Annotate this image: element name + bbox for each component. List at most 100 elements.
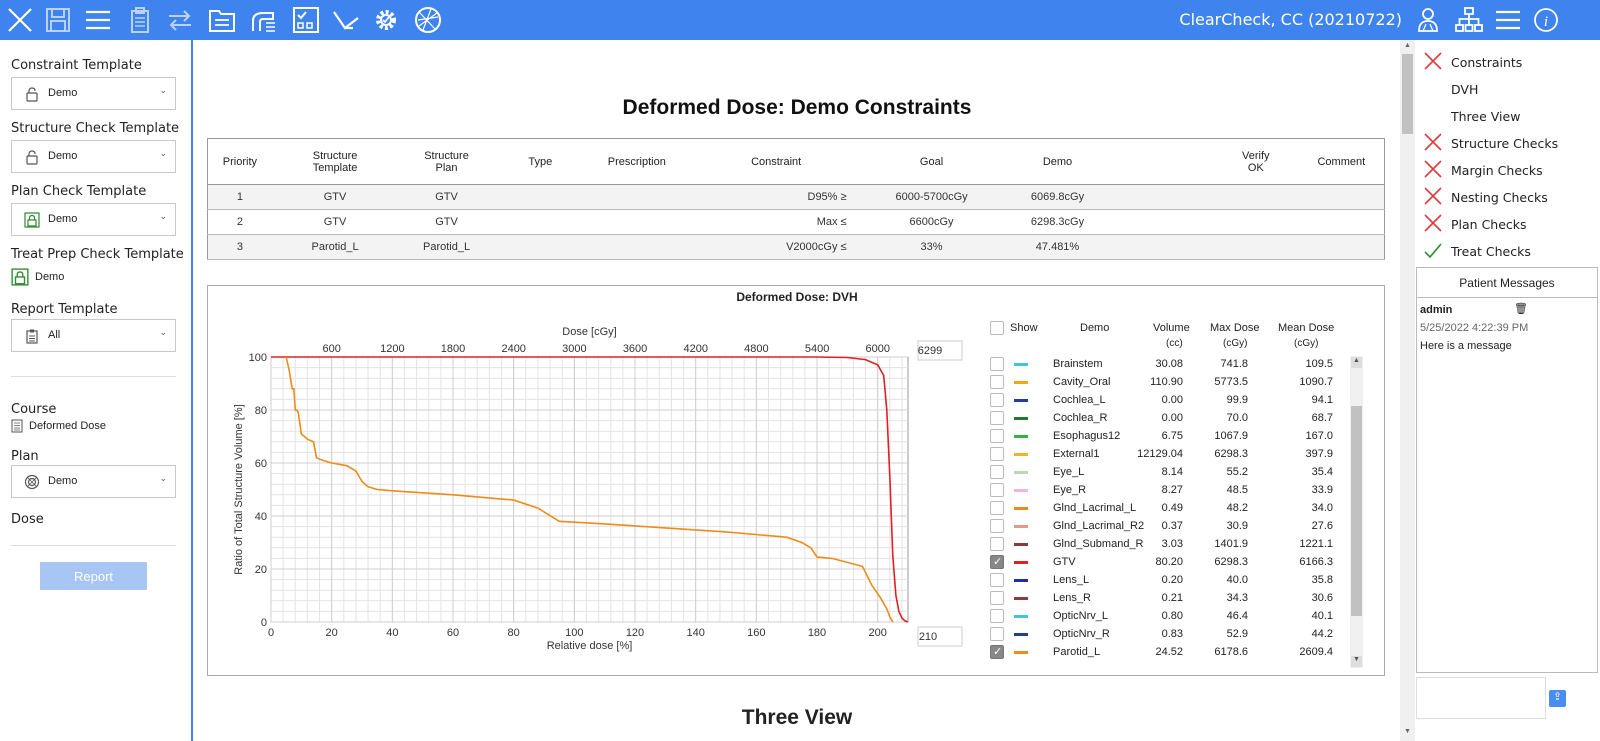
table-row[interactable]: 3 Parotid_L Parotid_L V2000cGy ≤ 33% 47.… (207, 234, 1385, 260)
cell-comment[interactable] (1298, 234, 1385, 260)
x2-tick-label: 1200 (380, 343, 404, 355)
legend-scrollbar[interactable]: ▲ ▼ (1350, 356, 1363, 668)
menu-icon[interactable] (80, 2, 116, 38)
x2-tick-label: 1800 (441, 343, 465, 355)
structure-checkbox[interactable] (990, 537, 1004, 551)
structure-checkbox[interactable] (990, 411, 1004, 425)
hierarchy-icon[interactable] (1451, 2, 1487, 38)
nav-item-treat-checks[interactable]: Treat Checks (1415, 239, 1600, 263)
legend-row[interactable]: Glnd_Lacrimal_R2 0.37 30.9 27.6 (988, 518, 1348, 536)
structure-checkbox[interactable] (990, 555, 1004, 569)
structure-checkbox[interactable] (990, 573, 1004, 587)
y-tick-label: 0 (261, 617, 267, 629)
save-icon[interactable] (40, 2, 76, 38)
legend-row[interactable]: Cochlea_L 0.00 99.9 94.1 (988, 392, 1348, 410)
legend-row[interactable]: Glnd_Lacrimal_L 0.49 48.2 34.0 (988, 500, 1348, 518)
constraint-template-select[interactable]: Demo ⌄ (11, 77, 176, 110)
message-input[interactable] (1416, 677, 1546, 719)
course-value-row: Deformed Dose (11, 419, 106, 433)
clipboard-icon[interactable] (122, 2, 158, 38)
scroll-down-icon[interactable]: ▼ (1404, 728, 1411, 735)
scroll-thumb[interactable] (1351, 406, 1362, 616)
structure-checkbox[interactable] (990, 501, 1004, 515)
structure-checkbox[interactable] (990, 483, 1004, 497)
cell-comment[interactable] (1298, 209, 1385, 235)
legend-row[interactable]: Eye_L 8.14 55.2 35.4 (988, 464, 1348, 482)
legend-row[interactable]: Esophagus12 6.75 1067.9 167.0 (988, 428, 1348, 446)
y-tick-label: 20 (255, 564, 267, 576)
legend-mean-unit: (cGy) (1294, 338, 1319, 349)
legend-row[interactable]: Cavity_Oral 110.90 5773.5 1090.7 (988, 374, 1348, 392)
table-row[interactable]: 1 GTV GTV D95% ≥ 6000-5700cGy 6069.8cGy (207, 184, 1385, 210)
structure-checkbox[interactable] (990, 393, 1004, 407)
info-icon[interactable]: i (1528, 2, 1564, 38)
structure-mean-dose: 35.8 (1311, 574, 1333, 586)
scroll-up-icon[interactable]: ▲ (1351, 357, 1362, 368)
trash-icon[interactable]: 🗑 (1514, 303, 1528, 315)
structure-checkbox[interactable] (990, 645, 1004, 659)
structure-checkbox[interactable] (990, 375, 1004, 389)
structure-checkbox[interactable] (990, 447, 1004, 461)
plan-check-template-select[interactable]: Demo ⌄ (11, 203, 176, 236)
nav-item-constraints[interactable]: Constraints (1415, 50, 1600, 74)
structure-checkbox[interactable] (990, 627, 1004, 641)
legend-row[interactable]: OpticNrv_L 0.80 46.4 40.1 (988, 608, 1348, 626)
structure-checkbox[interactable] (990, 357, 1004, 371)
legend-row[interactable]: Lens_R 0.21 34.3 30.6 (988, 590, 1348, 608)
nav-item-three-view[interactable]: Three View (1415, 104, 1600, 128)
legend-row[interactable]: Parotid_L 24.52 6178.6 2609.4 (988, 644, 1348, 662)
folder-icon[interactable] (204, 2, 240, 38)
nav-item-plan-checks[interactable]: Plan Checks (1415, 212, 1600, 236)
pc-icon[interactable] (246, 2, 282, 38)
main-scrollbar[interactable]: ▲ ▼ (1400, 40, 1415, 741)
users-icon[interactable] (1410, 2, 1446, 38)
nav-item-margin-checks[interactable]: Margin Checks (1415, 158, 1600, 182)
scroll-down-icon[interactable]: ▼ (1351, 656, 1362, 667)
structure-checkbox[interactable] (990, 609, 1004, 623)
cell-verify[interactable] (1212, 234, 1299, 260)
course-label: Course (11, 402, 57, 417)
nav-item-dvh[interactable]: DVH (1415, 77, 1600, 101)
nav-item-structure-checks[interactable]: Structure Checks (1415, 131, 1600, 155)
structure-volume: 8.14 (1161, 466, 1183, 478)
cell-verify[interactable] (1212, 184, 1299, 210)
show-all-checkbox[interactable] (990, 321, 1004, 335)
branch-icon[interactable] (328, 2, 364, 38)
structure-volume: 80.20 (1155, 556, 1183, 568)
dvh-chart[interactable]: 0 20 40 60 80 100 120 140 160 180 200 0 20 40 60 80 100 6… (208, 286, 978, 676)
checklist-icon[interactable] (288, 2, 324, 38)
dvh-legend: Show Demo Volume (cc) Max Dose (cGy) Mea… (988, 318, 1368, 668)
report-button[interactable]: Report (40, 562, 147, 590)
legend-row[interactable]: GTV 80.20 6298.3 6166.3 (988, 554, 1348, 572)
legend-row[interactable]: Glnd_Submand_R 3.03 1401.9 1221.1 (988, 536, 1348, 554)
cell-comment[interactable] (1298, 184, 1385, 210)
legend-row[interactable]: Eye_R 8.27 48.5 33.9 (988, 482, 1348, 500)
table-row[interactable]: 2 GTV GTV Max ≤ 6600cGy 6298.3cGy (207, 209, 1385, 235)
legend-row[interactable]: Lens_L 0.20 40.0 35.8 (988, 572, 1348, 590)
swap-icon[interactable] (162, 2, 198, 38)
menu-icon[interactable] (1490, 2, 1526, 38)
nav-item-nesting-checks[interactable]: Nesting Checks (1415, 185, 1600, 209)
scroll-up-icon[interactable]: ▲ (1404, 42, 1411, 49)
cell-verify[interactable] (1212, 209, 1299, 235)
structure-checkbox[interactable] (990, 429, 1004, 443)
planner-icon[interactable] (410, 2, 446, 38)
structure-name: Parotid_L (1053, 646, 1101, 658)
legend-row[interactable]: Cochlea_R 0.00 70.0 68.7 (988, 410, 1348, 428)
structure-check-template-select[interactable]: Demo ⌄ (11, 140, 176, 173)
structure-checkbox[interactable] (990, 519, 1004, 533)
close-icon[interactable] (2, 2, 38, 38)
report-template-label: Report Template (11, 302, 118, 317)
structure-checkbox[interactable] (990, 591, 1004, 605)
x2-max-box (917, 340, 963, 361)
scroll-thumb[interactable] (1402, 54, 1413, 134)
gear-icon[interactable] (368, 2, 404, 38)
legend-row[interactable]: OpticNrv_R 0.83 52.9 44.2 (988, 626, 1348, 644)
legend-row[interactable]: Brainstem 30.08 741.8 109.5 (988, 356, 1348, 374)
legend-row[interactable]: External1 12129.04 6298.3 397.9 (988, 446, 1348, 464)
plan-select[interactable]: Demo ⌄ (11, 465, 176, 498)
structure-checkbox[interactable] (990, 465, 1004, 479)
report-template-select[interactable]: All ⌄ (11, 319, 176, 352)
cell-demo: 47.481% (998, 234, 1117, 260)
send-icon[interactable]: ⇪ (1549, 690, 1566, 707)
